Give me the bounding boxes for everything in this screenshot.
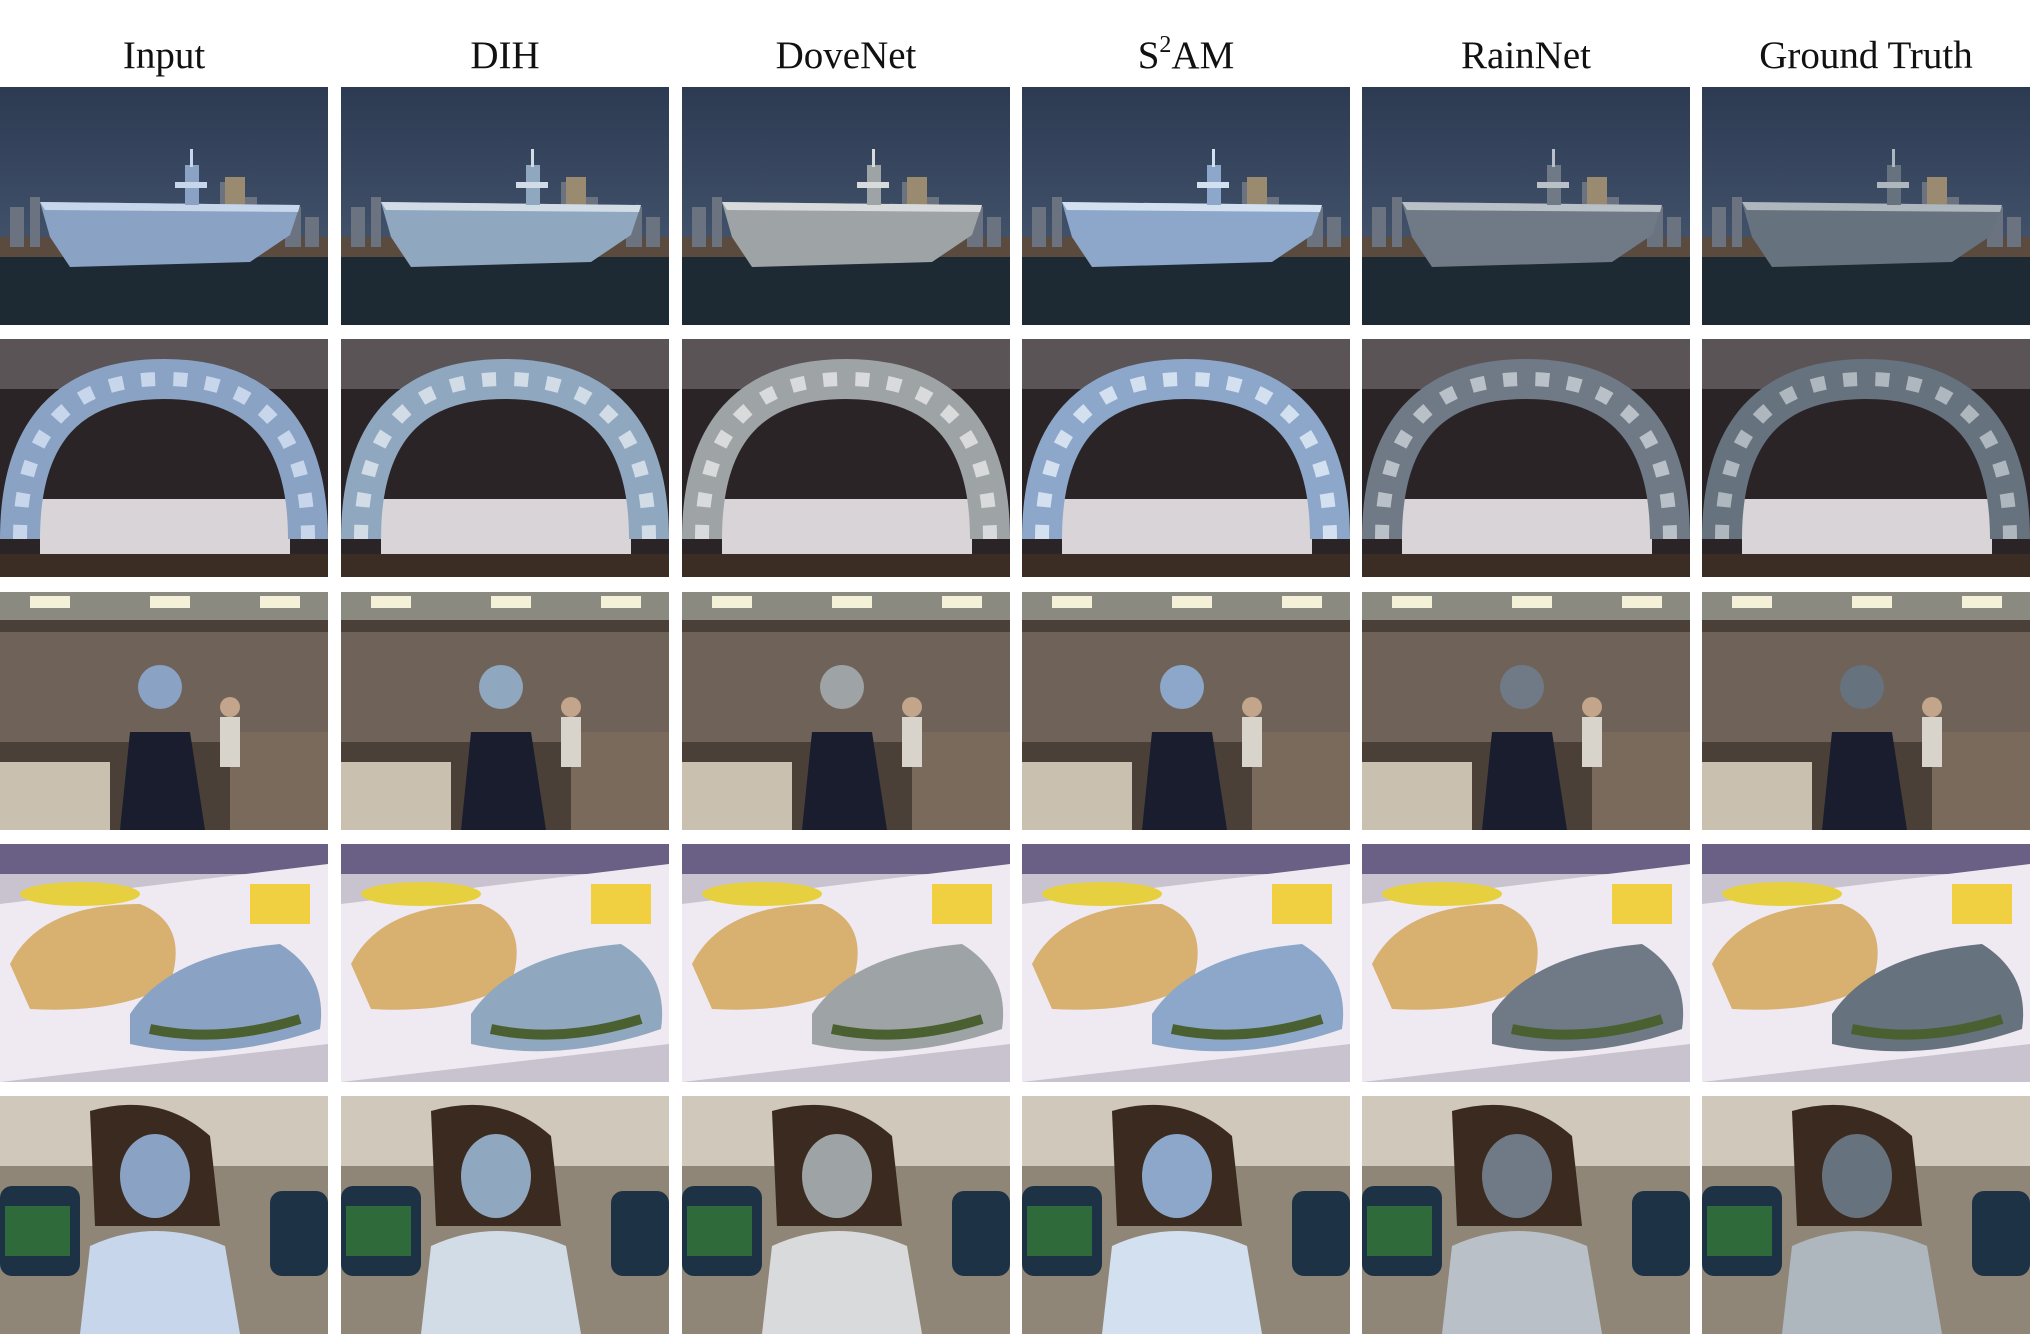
tile-girl-in-white-shirt-s2am xyxy=(1022,1096,1350,1334)
tile-woman-in-cluttered-kitchen-input xyxy=(0,592,328,830)
tile-aircraft-carrier-harbor-input xyxy=(0,87,328,325)
tile-aircraft-carrier-harbor-dovenet xyxy=(682,87,1010,325)
tile-aircraft-carrier-harbor-gt xyxy=(1702,87,2030,325)
photo-aircraft-carrier-harbor xyxy=(1362,87,1690,325)
photo-sandwich-in-plastic-tray xyxy=(1022,844,1350,1082)
photo-girl-in-white-shirt xyxy=(682,1096,1010,1334)
column-header-dovenet: DoveNet xyxy=(775,34,917,77)
photo-woman-in-cluttered-kitchen xyxy=(1362,592,1690,830)
photo-girl-in-white-shirt xyxy=(1362,1096,1690,1334)
column-header-ground-truth: Ground Truth xyxy=(1759,34,1973,77)
tile-balloon-arch-banquet-hall-rainnet xyxy=(1362,339,1690,577)
tile-balloon-arch-banquet-hall-dovenet xyxy=(682,339,1010,577)
photo-woman-in-cluttered-kitchen xyxy=(1022,592,1350,830)
tile-woman-in-cluttered-kitchen-s2am xyxy=(1022,592,1350,830)
photo-balloon-arch-banquet-hall xyxy=(1362,339,1690,577)
photo-balloon-arch-banquet-hall xyxy=(341,339,669,577)
tile-girl-in-white-shirt-gt xyxy=(1702,1096,2030,1334)
tile-aircraft-carrier-harbor-s2am xyxy=(1022,87,1350,325)
tile-sandwich-in-plastic-tray-input xyxy=(0,844,328,1082)
photo-aircraft-carrier-harbor xyxy=(1702,87,2030,325)
tile-balloon-arch-banquet-hall-s2am xyxy=(1022,339,1350,577)
tile-sandwich-in-plastic-tray-gt xyxy=(1702,844,2030,1082)
photo-balloon-arch-banquet-hall xyxy=(1022,339,1350,577)
column-header-dih: DIH xyxy=(470,34,540,77)
tile-sandwich-in-plastic-tray-rainnet xyxy=(1362,844,1690,1082)
tile-woman-in-cluttered-kitchen-dovenet xyxy=(682,592,1010,830)
photo-sandwich-in-plastic-tray xyxy=(1362,844,1690,1082)
tile-girl-in-white-shirt-dih xyxy=(341,1096,669,1334)
photo-balloon-arch-banquet-hall xyxy=(682,339,1010,577)
tile-balloon-arch-banquet-hall-input xyxy=(0,339,328,577)
tile-woman-in-cluttered-kitchen-rainnet xyxy=(1362,592,1690,830)
photo-woman-in-cluttered-kitchen xyxy=(341,592,669,830)
photo-balloon-arch-banquet-hall xyxy=(1702,339,2030,577)
tile-girl-in-white-shirt-rainnet xyxy=(1362,1096,1690,1334)
photo-aircraft-carrier-harbor xyxy=(341,87,669,325)
photo-balloon-arch-banquet-hall xyxy=(0,339,328,577)
photo-aircraft-carrier-harbor xyxy=(682,87,1010,325)
tile-girl-in-white-shirt-input xyxy=(0,1096,328,1334)
photo-sandwich-in-plastic-tray xyxy=(682,844,1010,1082)
column-header-rainnet: RainNet xyxy=(1461,34,1591,77)
tile-sandwich-in-plastic-tray-dih xyxy=(341,844,669,1082)
photo-woman-in-cluttered-kitchen xyxy=(0,592,328,830)
photo-sandwich-in-plastic-tray xyxy=(0,844,328,1082)
column-header-s2am: S2AM xyxy=(1137,32,1235,77)
photo-aircraft-carrier-harbor xyxy=(0,87,328,325)
photo-sandwich-in-plastic-tray xyxy=(1702,844,2030,1082)
photo-girl-in-white-shirt xyxy=(0,1096,328,1334)
photo-girl-in-white-shirt xyxy=(1702,1096,2030,1334)
tile-sandwich-in-plastic-tray-dovenet xyxy=(682,844,1010,1082)
photo-sandwich-in-plastic-tray xyxy=(341,844,669,1082)
tile-balloon-arch-banquet-hall-dih xyxy=(341,339,669,577)
photo-girl-in-white-shirt xyxy=(341,1096,669,1334)
tile-sandwich-in-plastic-tray-s2am xyxy=(1022,844,1350,1082)
photo-woman-in-cluttered-kitchen xyxy=(1702,592,2030,830)
tile-aircraft-carrier-harbor-rainnet xyxy=(1362,87,1690,325)
column-header-input: Input xyxy=(122,34,206,77)
tile-aircraft-carrier-harbor-dih xyxy=(341,87,669,325)
photo-aircraft-carrier-harbor xyxy=(1022,87,1350,325)
tile-balloon-arch-banquet-hall-gt xyxy=(1702,339,2030,577)
tile-girl-in-white-shirt-dovenet xyxy=(682,1096,1010,1334)
photo-girl-in-white-shirt xyxy=(1022,1096,1350,1334)
tile-woman-in-cluttered-kitchen-gt xyxy=(1702,592,2030,830)
tile-woman-in-cluttered-kitchen-dih xyxy=(341,592,669,830)
photo-woman-in-cluttered-kitchen xyxy=(682,592,1010,830)
